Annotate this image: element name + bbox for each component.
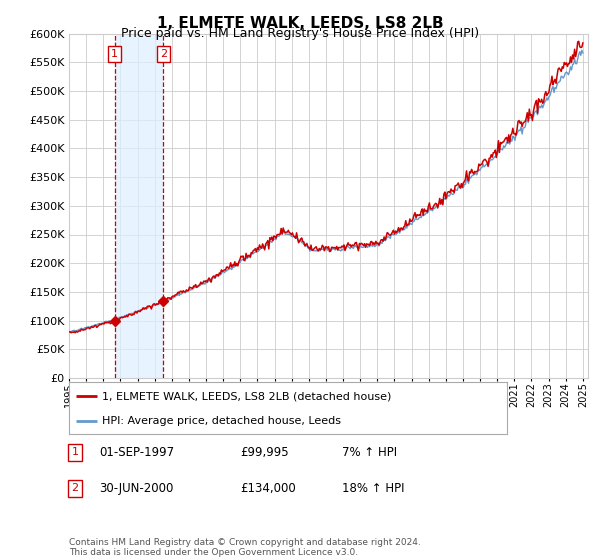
Bar xyxy=(115,34,163,378)
Text: HPI: Average price, detached house, Leeds: HPI: Average price, detached house, Leed… xyxy=(102,416,341,426)
Text: Price paid vs. HM Land Registry's House Price Index (HPI): Price paid vs. HM Land Registry's House … xyxy=(121,27,479,40)
Text: 1, ELMETE WALK, LEEDS, LS8 2LB: 1, ELMETE WALK, LEEDS, LS8 2LB xyxy=(157,16,443,31)
Text: 01-SEP-1997: 01-SEP-1997 xyxy=(99,446,174,459)
Text: 18% ↑ HPI: 18% ↑ HPI xyxy=(342,482,404,495)
Text: 1: 1 xyxy=(71,447,79,458)
Text: 1, ELMETE WALK, LEEDS, LS8 2LB (detached house): 1, ELMETE WALK, LEEDS, LS8 2LB (detached… xyxy=(102,391,391,402)
Text: £134,000: £134,000 xyxy=(240,482,296,495)
Text: 30-JUN-2000: 30-JUN-2000 xyxy=(99,482,173,495)
Text: 1: 1 xyxy=(111,49,118,59)
Text: £99,995: £99,995 xyxy=(240,446,289,459)
Text: 2: 2 xyxy=(160,49,167,59)
Text: 2: 2 xyxy=(71,483,79,493)
Text: 7% ↑ HPI: 7% ↑ HPI xyxy=(342,446,397,459)
Text: Contains HM Land Registry data © Crown copyright and database right 2024.
This d: Contains HM Land Registry data © Crown c… xyxy=(69,538,421,557)
